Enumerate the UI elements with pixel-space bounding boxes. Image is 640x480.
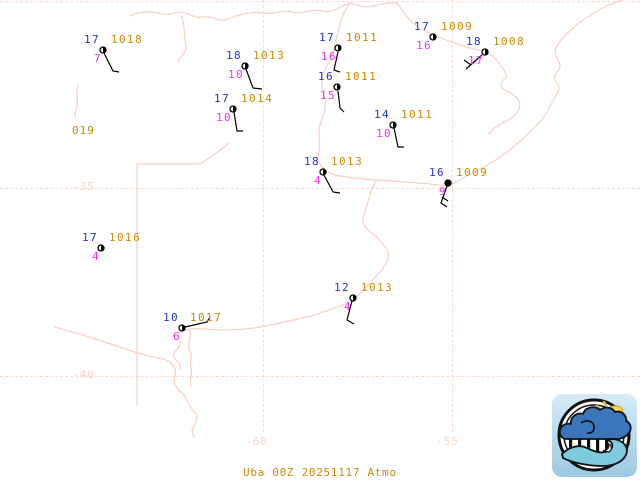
- logo-cloud-icon: [558, 406, 632, 440]
- coastline-path: [173, 329, 193, 387]
- station-dewpoint: 16: [320, 50, 337, 63]
- wind-barb: [333, 51, 341, 73]
- station-cloud-cover-icon: [444, 179, 452, 187]
- station-pressure: 1009: [441, 20, 474, 33]
- wind-barb: [245, 68, 263, 90]
- station-pressure: 1013: [253, 49, 286, 62]
- wind-barb: [465, 54, 483, 70]
- station-dewpoint: 4: [313, 174, 322, 187]
- station-pressure: 1011: [346, 31, 379, 44]
- station-cloud-cover-icon: [97, 244, 105, 252]
- coastline-path: [396, 2, 521, 135]
- station-temperature: 14: [373, 108, 390, 121]
- edge-pressure-label: 019: [72, 124, 95, 137]
- station-cloud-cover-icon: [319, 168, 327, 176]
- station-pressure: 1013: [331, 155, 364, 168]
- coastline-path: [74, 84, 79, 119]
- map-caption: Uba 00Z 20251117 Atmo: [243, 466, 397, 479]
- coastline-path: [129, 2, 398, 21]
- province-border-path: [136, 142, 230, 165]
- station-cloud-cover-icon: [481, 48, 489, 56]
- station-temperature: 12: [333, 281, 350, 294]
- wind-barb: [233, 111, 243, 132]
- station-temperature: 10: [162, 311, 179, 324]
- station-dewpoint: 17: [467, 54, 484, 67]
- grid-label: -60: [245, 435, 268, 448]
- wind-barb: [441, 196, 449, 202]
- wind-barb: [463, 59, 472, 66]
- grid-label: -40: [72, 368, 95, 381]
- station-pressure: 1008: [493, 35, 526, 48]
- wind-barb: [184, 316, 211, 328]
- station-pressure: 1009: [456, 166, 489, 179]
- station-cloud-cover-icon: [241, 62, 249, 70]
- station-temperature: 18: [225, 49, 242, 62]
- station-dewpoint: 16: [415, 39, 432, 52]
- station-dewpoint: 7: [93, 52, 102, 65]
- station-pressure: 1018: [111, 33, 144, 46]
- station-temperature: 17: [413, 20, 430, 33]
- station-cloud-cover-icon: [349, 294, 357, 302]
- station-cloud-cover-icon: [333, 83, 341, 91]
- station-dewpoint: 10: [227, 68, 244, 81]
- station-temperature: 17: [83, 33, 100, 46]
- grid-label: -55: [436, 435, 459, 448]
- wind-barb: [323, 174, 341, 194]
- coastline-path: [446, 0, 623, 187]
- station-dewpoint: 4: [343, 300, 352, 313]
- logo-wave-crest: [602, 442, 612, 453]
- coastline-path: [179, 179, 390, 333]
- station-cloud-cover-icon: [389, 121, 397, 129]
- station-temperature: 17: [318, 31, 335, 44]
- station-dewpoint: 10: [215, 111, 232, 124]
- grid-label: -35: [72, 180, 95, 193]
- station-pressure: 1013: [361, 281, 394, 294]
- station-cloud-cover-icon: [178, 324, 186, 332]
- station-cloud-cover-icon: [229, 105, 237, 113]
- station-dewpoint: 6: [172, 330, 181, 343]
- station-temperature: 16: [428, 166, 445, 179]
- wind-barb: [103, 52, 120, 73]
- station-temperature: 18: [465, 35, 482, 48]
- coastline-path: [177, 15, 187, 63]
- wind-barb: [393, 127, 404, 148]
- station-pressure: 1014: [241, 92, 274, 105]
- station-cloud-cover-icon: [429, 33, 437, 41]
- station-pressure: 1011: [401, 108, 434, 121]
- station-temperature: 17: [81, 231, 98, 244]
- station-temperature: 16: [317, 70, 334, 83]
- station-dewpoint: 9: [438, 185, 447, 198]
- logo-cloud-swirl: [580, 420, 595, 434]
- station-temperature: 18: [303, 155, 320, 168]
- station-pressure: 1017: [190, 311, 223, 324]
- station-cloud-cover-icon: [99, 46, 107, 54]
- wind-barb: [440, 185, 448, 208]
- uba-atmo-logo: [552, 394, 637, 477]
- coastline-path: [54, 326, 198, 438]
- logo-wave-icon: [561, 438, 628, 467]
- station-cloud-cover-icon: [334, 44, 342, 52]
- wind-barb: [346, 300, 355, 325]
- station-pressure: 1011: [345, 70, 378, 83]
- station-dewpoint: 15: [319, 89, 336, 102]
- wind-barb: [337, 90, 345, 113]
- station-pressure: 1016: [109, 231, 142, 244]
- station-dewpoint: 10: [375, 127, 392, 140]
- station-dewpoint: 4: [91, 250, 100, 263]
- station-temperature: 17: [213, 92, 230, 105]
